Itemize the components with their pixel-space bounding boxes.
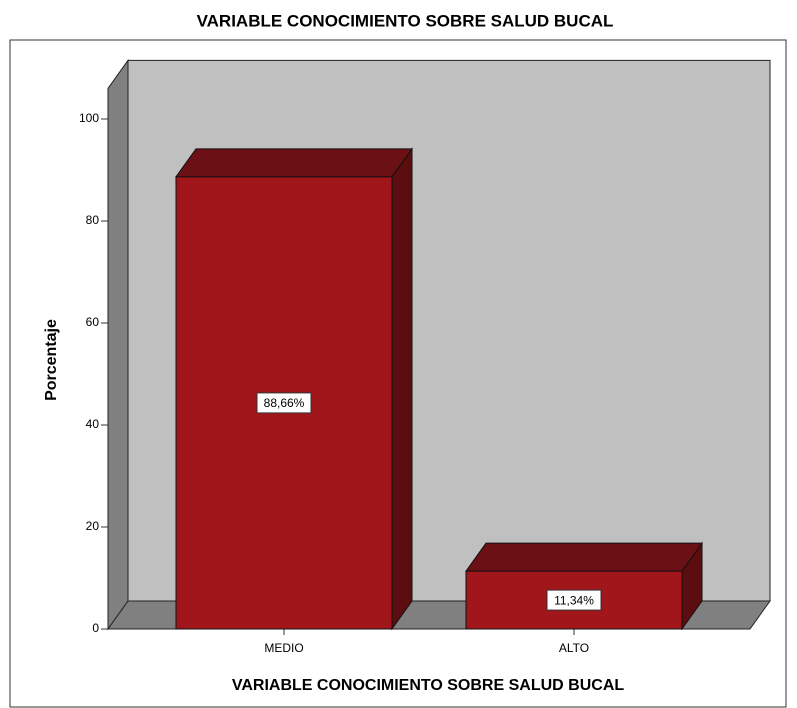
- y-tick-label: 100: [79, 111, 99, 125]
- y-tick-label: 80: [86, 213, 100, 227]
- left-wall: [107, 58, 129, 631]
- bar: [175, 147, 413, 631]
- bar-top: [175, 148, 413, 178]
- y-tick-label: 40: [86, 417, 100, 431]
- y-tick-label: 20: [86, 519, 100, 533]
- y-tick-label: 0: [92, 621, 99, 635]
- bar-top: [465, 542, 703, 572]
- x-tick-label: MEDIO: [264, 641, 303, 655]
- value-label-box: [546, 589, 602, 611]
- y-tick-label: 60: [86, 315, 100, 329]
- value-label: 11,34%: [554, 593, 594, 607]
- chart-title: VARIABLE CONOCIMIENTO SOBRE SALUD BUCAL: [197, 11, 614, 30]
- x-axis-title: VARIABLE CONOCIMIENTO SOBRE SALUD BUCAL: [232, 677, 625, 694]
- bar-side: [391, 147, 413, 631]
- y-axis-title: Porcentaje: [43, 319, 60, 401]
- value-label: 88,66%: [264, 396, 305, 410]
- x-tick-label: ALTO: [559, 641, 589, 655]
- value-label-box: [256, 392, 312, 414]
- bar: [465, 541, 703, 631]
